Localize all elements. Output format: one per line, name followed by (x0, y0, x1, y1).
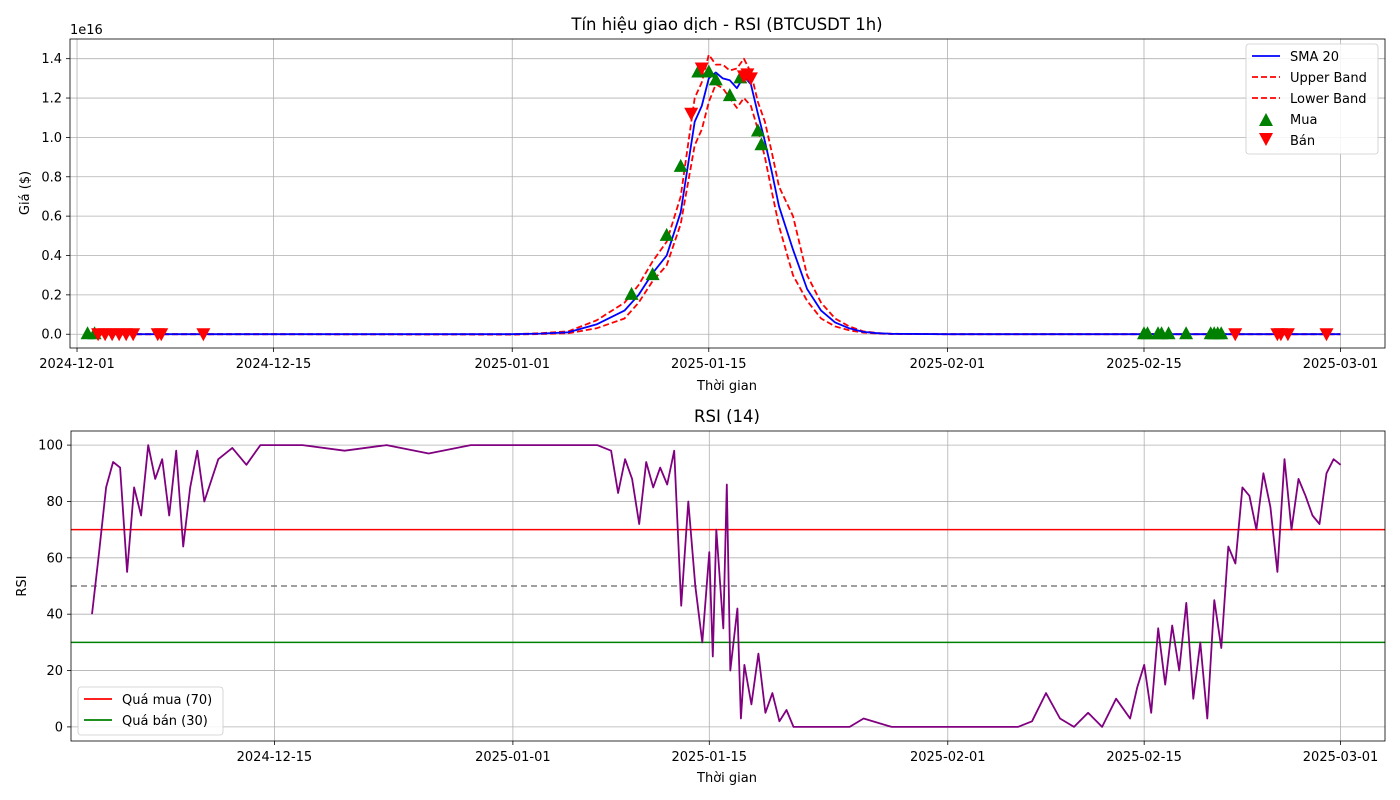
buy-signal-marker (1179, 326, 1194, 340)
price-y-tick-label: 0.8 (41, 170, 62, 185)
rsi-y-axis-label: RSI (15, 575, 30, 596)
buy-signal-marker (645, 267, 660, 281)
sell-signal-marker (1228, 328, 1243, 342)
buy-signal-marker (1214, 326, 1229, 340)
price-x-tick-label: 2025-01-01 (474, 357, 550, 372)
buy-signal-marker (708, 72, 723, 86)
sell-signal-marker (1319, 328, 1334, 342)
buy-signal-marker (754, 137, 769, 151)
buy-signal-marker (673, 158, 688, 172)
legend-sell-swatch (1259, 133, 1273, 146)
price-legend-box (1245, 43, 1379, 155)
price-y-tick-label: 0.4 (41, 249, 62, 264)
legend-buy-swatch (1259, 113, 1273, 126)
legend-sma-label: SMA 20 (1290, 50, 1339, 65)
rsi-chart: RSI (14) RSI Thời gian 2024-12-15 2025-01… (15, 407, 1386, 786)
rsi-x-tick-label: 2025-01-01 (475, 750, 551, 765)
sell-signal-marker (154, 328, 169, 342)
price-y-tick-label: 0.0 (41, 328, 62, 343)
price-y-tick-label: 1.4 (41, 52, 62, 67)
legend-buy-label: Mua (1290, 113, 1317, 128)
rsi-x-tick-label: 2025-02-01 (910, 750, 986, 765)
rsi-ticks: 2024-12-15 2025-01-01 2025-01-15 2025-02-01… (38, 439, 1378, 765)
legend-lower-label: Lower Band (1290, 92, 1366, 107)
price-chart-title: Tín hiệu giao dịch - RSI (BTCUSDT 1h) (570, 15, 882, 34)
rsi-plot-frame (70, 430, 1386, 742)
rsi-y-tick-label: 0 (55, 720, 63, 735)
buy-signal-marker (722, 88, 737, 102)
buy-signal-marker (1140, 326, 1155, 340)
price-x-tick-label: 2025-02-01 (910, 357, 986, 372)
price-plot-frame (69, 38, 1386, 349)
rsi-series (91, 444, 1342, 728)
sell-signal-marker (743, 72, 758, 86)
rsi-y-tick-label: 40 (46, 608, 63, 623)
price-y-tick-label: 1.0 (41, 131, 62, 146)
buy-signal-marker (1161, 326, 1176, 340)
legend-sell-label: Bán (1290, 134, 1315, 149)
rsi-x-tick-label: 2025-02-15 (1106, 750, 1182, 765)
rsi-x-tick-label: 2025-01-15 (672, 750, 748, 765)
legend-oversold-label: Quá bán (30) (122, 714, 208, 729)
price-series (91, 53, 1341, 336)
price-ticks: 2024-12-01 2024-12-15 2025-01-01 2025-01-15… (39, 52, 1378, 372)
price-x-tick-label: 2025-03-01 (1303, 357, 1379, 372)
sell-signal-marker (684, 107, 699, 121)
rsi-legend-box (77, 686, 224, 736)
price-x-tick-label: 2025-01-15 (671, 357, 747, 372)
buy-signal-marker (624, 286, 639, 300)
rsi-x-tick-label: 2024-12-15 (237, 750, 313, 765)
buy-signal-marker (701, 64, 716, 78)
upper-band-line (91, 53, 1341, 336)
price-y-axis-label: Giá ($) (18, 171, 33, 215)
buy-signal-marker (659, 227, 674, 241)
rsi-y-tick-label: 20 (46, 664, 63, 679)
buy-signal-marker (750, 123, 765, 137)
rsi-chart-title: RSI (14) (694, 407, 760, 426)
price-chart: Tín hiệu giao dịch - RSI (BTCUSDT 1h) 1e… (18, 15, 1386, 394)
rsi-x-tick-label: 2025-03-01 (1303, 750, 1379, 765)
price-markers (80, 62, 1334, 342)
price-x-tick-label: 2024-12-15 (236, 357, 312, 372)
rsi-y-tick-label: 80 (46, 495, 63, 510)
sell-signal-marker (1280, 328, 1295, 342)
rsi-y-tick-label: 100 (38, 439, 63, 454)
sell-signal-marker (196, 328, 211, 342)
sell-signal-marker (694, 62, 709, 76)
price-x-tick-label: 2025-02-15 (1106, 357, 1182, 372)
price-legend: SMA 20 Upper Band Lower Band Mua Bán (1245, 43, 1379, 155)
sma-line (91, 71, 1341, 336)
rsi-line (91, 444, 1342, 728)
price-y-tick-label: 0.2 (41, 288, 62, 303)
price-y-tick-label: 1.2 (41, 92, 62, 107)
price-x-axis-label: Thời gian (696, 379, 757, 394)
legend-upper-label: Upper Band (1290, 71, 1367, 86)
price-x-tick-label: 2024-12-01 (39, 357, 115, 372)
rsi-y-tick-label: 60 (46, 551, 63, 566)
legend-overbought-label: Quá mua (70) (122, 693, 212, 708)
rsi-legend: Quá mua (70) Quá bán (30) (77, 686, 224, 736)
sell-signal-marker (126, 328, 141, 342)
rsi-x-axis-label: Thời gian (696, 771, 757, 786)
price-y-tick-label: 0.6 (41, 210, 62, 225)
price-y-offset-label: 1e16 (70, 23, 103, 38)
